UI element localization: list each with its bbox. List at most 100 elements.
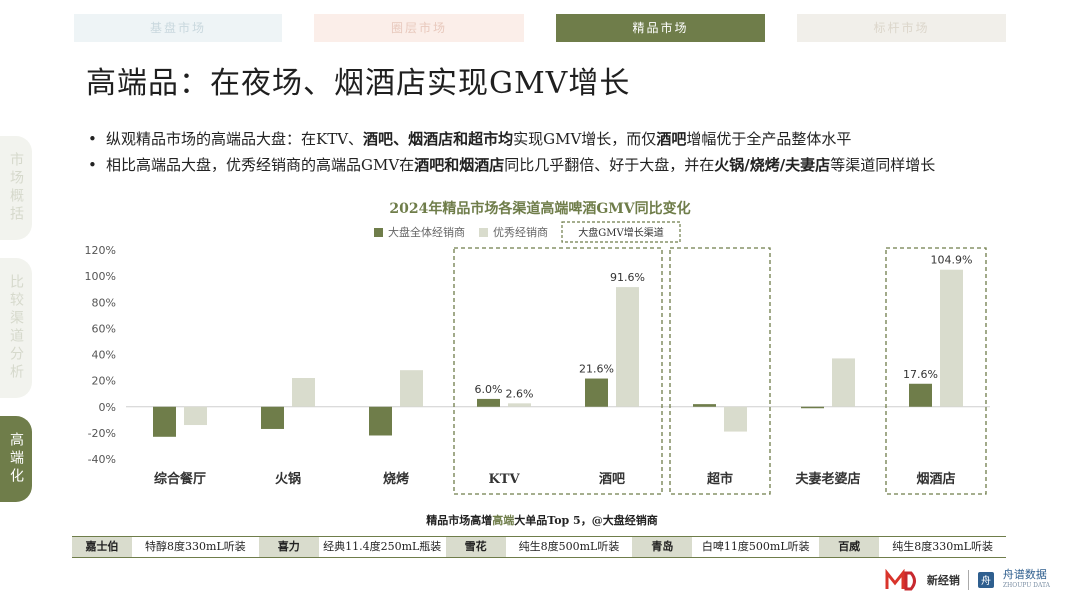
bar xyxy=(724,406,747,432)
legend-label: 优秀经销商 xyxy=(493,225,548,239)
bullet-item: 纵观精品市场的高端品大盘：在KTV、酒吧、烟酒店和超市均实现GMV增长，而仅酒吧… xyxy=(88,126,1028,152)
tab-benchmark-market[interactable]: 标杆市场 xyxy=(797,14,1006,42)
tab-premium-market[interactable]: 精品市场 xyxy=(556,14,765,42)
bullet-item: 相比高端品大盘，优秀经销商的高端品GMV在酒吧和烟酒店同比几乎翻倍、好于大盘，并… xyxy=(88,152,1028,178)
bar xyxy=(184,406,207,426)
bullet-text: 等渠道同样增长 xyxy=(830,156,936,174)
side-nav-market-summary[interactable]: 市场概括 xyxy=(0,136,32,240)
bullet-emphasis: 酒吧和烟酒店 xyxy=(414,156,505,174)
bar xyxy=(616,287,639,407)
highlight-channel-box xyxy=(453,247,663,495)
bullet-text: 相比高端品大盘，优秀经销商的高端品GMV在 xyxy=(106,156,415,174)
bar xyxy=(508,403,531,407)
bar xyxy=(940,269,963,407)
top5-product: 经典11.4度250mL瓶装 xyxy=(323,540,442,553)
legend-highlight-box xyxy=(561,221,681,243)
legend-highlight-label: 大盘GMV增长渠道 xyxy=(578,226,663,239)
tab-circle-market[interactable]: 圈层市场 xyxy=(314,14,524,42)
xinjingxiao-logo-icon xyxy=(885,569,916,591)
y-tick-label: 80% xyxy=(92,296,116,309)
logo-right-text: 舟谱数据 xyxy=(1002,568,1047,581)
page-title: 高端品：在夜场、烟酒店实现GMV增长 xyxy=(86,66,631,101)
x-category-label: KTV xyxy=(488,472,520,487)
highlight-channel-box xyxy=(669,247,771,495)
side-nav-premiumization[interactable]: 高端化 xyxy=(0,416,32,502)
bar xyxy=(153,406,176,437)
bullet-text: 实现GMV增长，而仅 xyxy=(513,130,657,148)
logo-left-text: 新经销 xyxy=(926,574,960,587)
x-category-label: 超市 xyxy=(707,471,733,487)
bar xyxy=(832,358,855,407)
bullet-text: 增幅优于全产品整体水平 xyxy=(686,130,852,148)
bullet-emphasis: 烟酒店 xyxy=(408,130,454,148)
top5-product: 纯生8度330mL听装 xyxy=(892,540,993,553)
bullet-emphasis: 和 xyxy=(453,130,469,148)
bar xyxy=(477,398,500,407)
bullet-text: 纵观精品市场的高端品大盘：在KTV、 xyxy=(106,130,364,148)
bar xyxy=(400,370,423,407)
bullet-emphasis: 、 xyxy=(393,130,409,148)
data-label: 17.6% xyxy=(903,368,938,381)
data-label: 2.6% xyxy=(506,387,534,400)
side-nav-label: 高端化 xyxy=(8,432,24,486)
side-nav-label: 市场概括 xyxy=(8,152,24,224)
side-nav-channel-analysis[interactable]: 比较渠道分析 xyxy=(0,258,32,398)
x-category-label: 烧烤 xyxy=(383,471,409,487)
y-tick-label: 120% xyxy=(85,244,116,257)
x-category-label: 酒吧 xyxy=(599,472,625,487)
y-tick-label: 60% xyxy=(92,322,116,335)
y-tick-label: 100% xyxy=(85,270,116,283)
bar xyxy=(909,383,932,407)
data-label: 21.6% xyxy=(579,363,614,376)
top5-brand: 青岛 xyxy=(632,537,693,557)
bar xyxy=(585,378,608,407)
zhoupu-logo-icon: 舟 xyxy=(977,572,994,588)
x-category-label: 夫妻老婆店 xyxy=(795,471,860,487)
side-nav-label: 比较渠道分析 xyxy=(8,274,24,382)
y-tick-label: 0% xyxy=(99,401,116,414)
top5-title: 精品市场高增高端大单品Top 5，@大盘经销商 xyxy=(78,512,1006,528)
bar xyxy=(369,406,392,436)
top5-brand: 喜力 xyxy=(258,537,319,557)
bullet-emphasis: 酒吧 xyxy=(363,130,394,148)
y-tick-label: 40% xyxy=(92,349,116,362)
top5-title-text: 大单品Top 5，@大盘经销商 xyxy=(514,514,658,527)
logo-divider xyxy=(967,570,969,590)
top5-brand: 嘉士伯 xyxy=(72,537,132,557)
bar xyxy=(693,404,716,407)
bar xyxy=(801,406,824,409)
top5-product: 特醇8度330mL听装 xyxy=(145,540,246,553)
data-label: 6.0% xyxy=(475,383,503,396)
highlight-channel-box xyxy=(885,247,987,495)
legend-swatch xyxy=(479,228,488,237)
bullet-text: 同比几乎翻倍、好于大盘，并在 xyxy=(504,156,715,174)
svg-text:舟: 舟 xyxy=(981,574,991,587)
x-category-label: 火锅 xyxy=(275,471,301,487)
top5-product: 纯生8度500mL听装 xyxy=(518,540,620,553)
y-tick-label: -20% xyxy=(88,427,116,440)
top5-product: 白啤11度500mL听装 xyxy=(701,540,810,553)
top5-title-text: 精品市场高增 xyxy=(426,514,493,527)
bullet-emphasis: 火锅/烧烤/夫妻店 xyxy=(714,156,831,174)
bullet-list: 纵观精品市场的高端品大盘：在KTV、酒吧、烟酒店和超市均实现GMV增长，而仅酒吧… xyxy=(88,126,1028,178)
top5-title-highlight: 高端 xyxy=(492,514,515,527)
logo-group: 新经销 舟 舟谱数据 ZHOUPU DATA xyxy=(885,566,1050,594)
logo-right-subtext: ZHOUPU DATA xyxy=(1002,582,1050,589)
data-label: 104.9% xyxy=(931,254,973,267)
legend-swatch xyxy=(374,228,383,237)
y-tick-label: -40% xyxy=(88,453,116,466)
bullet-emphasis: 酒吧 xyxy=(656,130,687,148)
x-category-label: 综合餐厅 xyxy=(154,471,206,487)
top5-brand: 百威 xyxy=(819,537,880,557)
bar xyxy=(292,378,315,407)
chart-title: 2024年精品市场各渠道高端啤酒GMV同比变化 xyxy=(389,200,690,217)
data-label: 91.6% xyxy=(610,271,645,284)
top5-table: 嘉士伯 特醇8度330mL听装 喜力 经典11.4度250mL瓶装 雪花 纯生8度500m… xyxy=(72,536,1006,558)
top5-brand: 雪花 xyxy=(445,537,506,557)
y-tick-label: 20% xyxy=(92,375,116,388)
bar xyxy=(261,406,284,429)
legend-label: 大盘全体经销商 xyxy=(388,225,465,239)
x-category-label: 烟酒店 xyxy=(916,471,955,487)
tab-base-market[interactable]: 基盘市场 xyxy=(74,14,282,42)
